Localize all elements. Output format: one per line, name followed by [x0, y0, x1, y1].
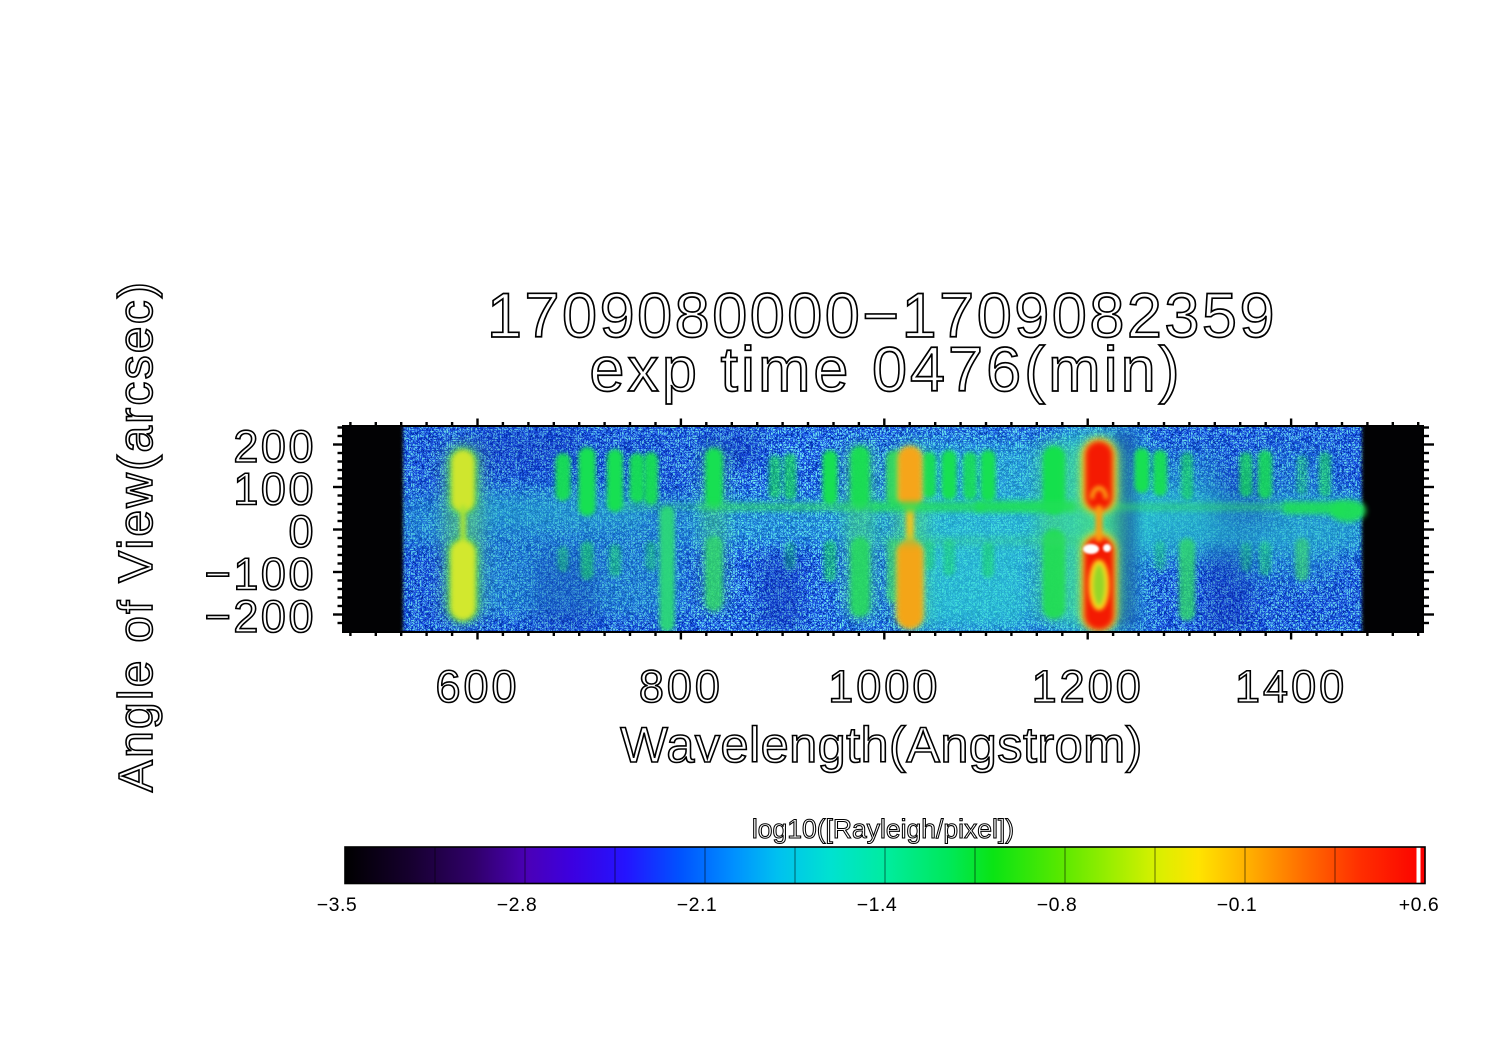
- svg-text:−1.4: −1.4: [857, 894, 898, 916]
- svg-text:100: 100: [233, 464, 316, 515]
- svg-text:+0.6: +0.6: [1399, 894, 1440, 916]
- svg-text:Wavelength(Angstrom): Wavelength(Angstrom): [620, 716, 1143, 773]
- svg-text:exp time 0476(min): exp time 0476(min): [589, 335, 1182, 405]
- svg-text:−3.5: −3.5: [317, 894, 358, 916]
- svg-text:−200: −200: [205, 591, 316, 642]
- svg-text:1000: 1000: [828, 661, 940, 712]
- svg-text:600: 600: [435, 661, 519, 712]
- svg-text:−0.1: −0.1: [1217, 894, 1258, 916]
- svg-text:−2.1: −2.1: [677, 894, 718, 916]
- svg-text:−100: −100: [205, 549, 316, 600]
- svg-text:Angle of View(arcsec): Angle of View(arcsec): [110, 280, 163, 792]
- svg-text:800: 800: [639, 661, 723, 712]
- svg-text:0: 0: [288, 506, 316, 557]
- svg-text:200: 200: [233, 421, 316, 472]
- svg-text:1200: 1200: [1032, 661, 1144, 712]
- svg-text:1709080000−1709082359: 1709080000−1709082359: [487, 281, 1277, 351]
- svg-text:log10([Rayleigh/pixel]): log10([Rayleigh/pixel]): [752, 814, 1014, 844]
- svg-text:−0.8: −0.8: [1037, 894, 1078, 916]
- svg-text:−2.8: −2.8: [497, 894, 538, 916]
- svg-text:1400: 1400: [1235, 661, 1347, 712]
